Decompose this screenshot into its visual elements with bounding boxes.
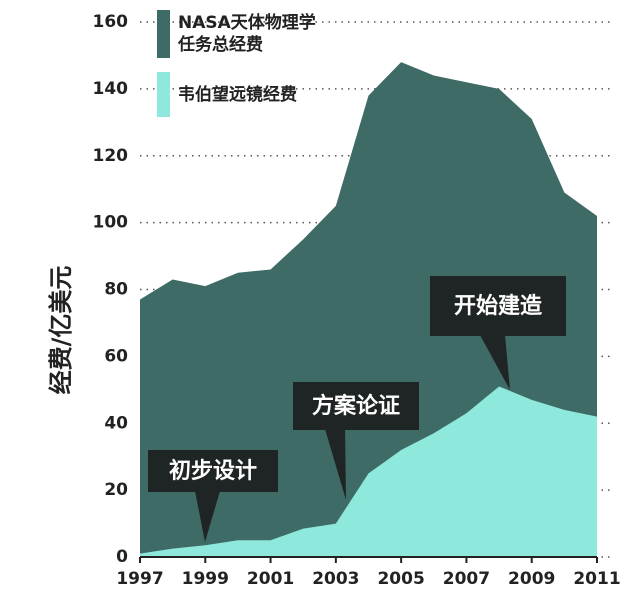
legend-swatch [157,10,170,58]
y-tick-label: 80 [104,280,128,300]
annotation-box [148,450,278,492]
annotation: 方案论证 [312,393,400,419]
y-tick-label: 120 [93,146,129,166]
x-tick-label: 1999 [182,569,229,589]
y-tick-label: 0 [116,547,128,567]
x-tick-label: 2001 [247,569,294,589]
legend-swatch [157,72,170,117]
y-tick-label: 60 [104,346,128,366]
legend-label: NASA天体物理学任务总经费 [178,13,316,55]
x-tick-label: 2009 [508,569,555,589]
y-tick-label: 100 [93,213,129,233]
area [140,386,597,557]
annotation: 初步设计 [169,458,257,484]
x-tick-label: 2005 [377,569,424,589]
annotation-pointer [325,429,346,500]
x-tick-label: 1997 [116,569,163,589]
y-tick-label: 40 [104,413,128,433]
y-tick-label: 140 [93,79,129,99]
annotation-box [430,276,566,336]
y-axis-label: 经费/亿美元 [47,266,75,395]
legend-label: 韦伯望远镜经费 [178,85,297,105]
y-tick-label: 20 [104,480,128,500]
annotation: 开始建造 [454,293,542,319]
annotation-pointer [480,335,510,390]
x-tick-label: 2011 [573,569,620,589]
x-tick-label: 2003 [312,569,359,589]
annotation-box [293,382,419,430]
y-tick-label: 160 [93,12,129,32]
annotation-pointer [195,491,220,542]
x-tick-label: 2007 [443,569,490,589]
